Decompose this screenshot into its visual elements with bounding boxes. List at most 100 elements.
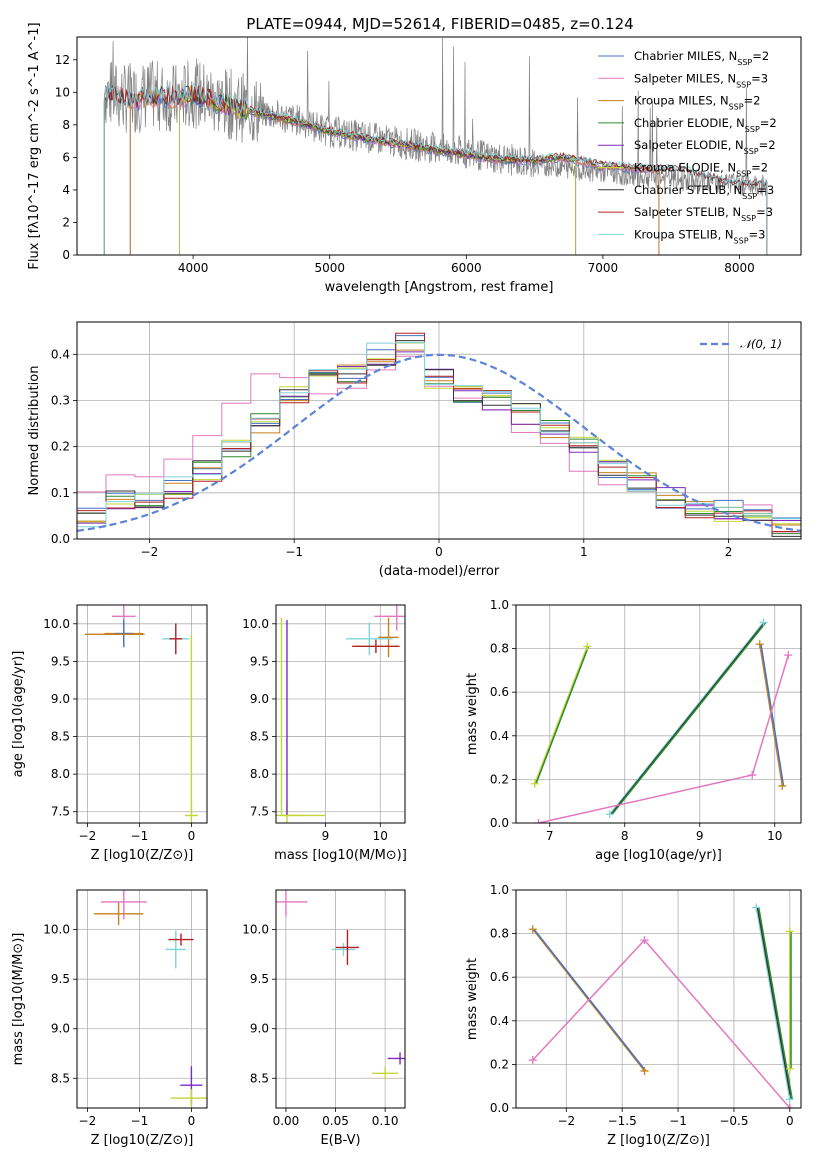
residuals-xlabel: (data-model)/error [379,564,500,579]
spectrum-xtick-label: 7000 [588,261,619,275]
residuals-xtick-label: 1 [580,545,588,559]
weight-line-kroupa-stelib [757,907,793,1100]
observed-spectrum-line [103,37,767,197]
weight-marker-kroupa-stelib [759,618,768,627]
weight-marker-kroupa-miles [640,1066,649,1075]
weight_vs_age-xtick-label: 10 [767,829,782,843]
mass_vs_Z-ylabel: mass [log10(M/M⊙)] [11,933,26,1066]
residuals-ytick-label: 0.0 [51,532,70,546]
residual-hist-kroupa-miles [77,349,801,526]
weight_vs_Z-panel: −2 −1.5 −1 −0.5 0 0.0 0.2 0.4 0.6 0.8 1.0 Z [log10(… [465,883,802,1148]
weight_vs_Z-plot-area [516,890,801,1108]
weight_vs_Z-frame [515,889,802,1109]
age_vs_mass-ytick-label: 7.5 [250,805,269,819]
age_vs_Z-plot-area [77,605,207,823]
legend-label-salpeter-elodie: Salpeter ELODIE, NSSP=2 [634,138,776,156]
age_vs_mass-xlabel: mass [log10(M/M⊙)] [274,848,407,863]
weight_vs_Z-xtick-label: −1 [669,1114,687,1128]
weight_vs_age-ytick-label: 0.8 [490,642,509,656]
legend-label-chabrier-elodie: Chabrier ELODIE, NSSP=2 [634,116,777,133]
spectrum-ytick-label: 6 [62,150,70,164]
spectrum-ytick-label: 2 [62,215,70,229]
weight-line-kroupa-miles [760,644,785,787]
mass_vs_ebv-xtick-label: 0.05 [322,1114,349,1128]
mass_vs_ebv-ytick-label: 10.0 [242,923,269,937]
spectrum-ylabel: Flux [fλ10^-17 erg cm^-2 s^-1 A^-1] [27,22,42,269]
weight-line-kroupa-elodie [534,646,589,785]
residuals-frame [76,321,802,540]
age_vs_mass-plot-area [276,605,405,823]
residuals-ytick-label: 0.1 [51,486,70,500]
weight-marker-kroupa-elodie [785,927,794,936]
residuals-ytick-label: 0.3 [51,393,70,407]
residuals-plot-area [77,322,801,539]
weight-marker-salpeter-miles [534,819,543,823]
legend-label-kroupa-elodie: Kroupa ELODIE, NSSP=2 [634,161,768,179]
weight_vs_Z-ytick-label: 0.0 [490,1101,509,1115]
age_vs_Z-ylabel: age [log10(age/yr)] [11,651,26,778]
residuals-ytick-label: 0.4 [51,347,70,361]
weight-marker-salpeter-miles [528,1056,537,1065]
weight-marker-kroupa-stelib [785,1095,794,1104]
mass_vs_ebv-xtick-label: 0.10 [372,1114,399,1128]
weight-line-salpeter-miles [532,938,791,1108]
weight-line-kroupa-stelib [609,621,765,815]
mass_vs_Z-xlabel: Z [log10(Z/Z⊙)] [91,1133,194,1148]
weight-line-kroupa-stelib [611,621,767,815]
weight_vs_age-ytick-label: 1.0 [490,598,509,612]
mass_vs_Z-xtick-label: −1 [131,1114,149,1128]
weight_vs_age-ytick-label: 0.6 [490,685,509,699]
age_vs_mass-ytick-label: 9.5 [250,654,269,668]
spectrum-xtick-label: 6000 [451,261,482,275]
age_vs_Z-ytick-label: 10.0 [43,617,70,631]
weight_vs_age-xtick-label: 9 [696,829,704,843]
weight-marker-kroupa-miles [755,640,764,649]
weight-marker-salpeter-miles [640,936,649,945]
mass_vs_ebv-panel: 0.00 0.05 0.10 8.5 9.0 9.5 10.0 E(B-V) [242,889,406,1148]
weight-marker-kroupa-stelib [752,903,761,912]
age_vs_Z-ytick-label: 8.5 [51,730,70,744]
weight-line-kroupa-stelib [756,907,792,1100]
mass_vs_ebv-xlabel: E(B-V) [320,1133,360,1148]
weight_vs_age-xlabel: age [log10(age/yr)] [595,848,722,863]
spectrum-xtick-label: 4000 [178,261,209,275]
residuals-panel: −2 −1 0 1 2 0.0 0.1 0.2 0.3 0.4 (data-model)/error… [27,321,802,579]
mass_vs_Z-xtick-label: −2 [79,1114,97,1128]
weight_vs_age-ytick-label: 0.4 [490,729,509,743]
weight-marker-kroupa-miles [778,781,787,790]
model-spectrum-salpeter-stelib [103,85,768,255]
age_vs_Z-ytick-label: 9.5 [51,654,70,668]
age_vs_Z-xtick-label: −2 [79,829,97,843]
age_vs_mass-frame [275,604,406,824]
weight_vs_Z-ytick-label: 0.8 [490,927,509,941]
age_vs_Z-frame [76,604,208,824]
age_vs_Z-xtick-label: −1 [131,829,149,843]
spectrum-plot-area [103,37,768,255]
mass_vs_ebv-ytick-label: 9.5 [250,972,269,986]
residuals-xtick-label: −1 [285,545,303,559]
spectrum-ytick-label: 4 [62,183,70,197]
weight-marker-salpeter-miles [785,1104,794,1108]
residuals-ylabel: Normed distribution [27,366,42,496]
weight_vs_Z-ytick-label: 0.6 [490,970,509,984]
weight_vs_Z-ytick-label: 0.4 [490,1014,509,1028]
age_vs_Z-ytick-label: 9.0 [51,692,70,706]
weight-marker-salpeter-miles [784,651,793,660]
legend-label-chabrier-stelib: Chabrier STELIB, NSSP=3 [634,183,774,201]
spectrum-ytick-label: 0 [62,248,70,262]
age_vs_mass-ytick-label: 8.5 [250,730,269,744]
legend-label-kroupa-stelib: Kroupa STELIB, NSSP=3 [634,227,765,245]
age_vs_Z-xtick-label: 0 [188,829,196,843]
mass_vs_Z-ytick-label: 8.5 [51,1071,70,1085]
mass_vs_ebv-ytick-label: 8.5 [250,1071,269,1085]
mass_vs_Z-plot-area [77,890,207,1108]
weight_vs_age-frame [515,604,802,824]
spectrum-frame [76,36,802,256]
weight_vs_age-ytick-label: 0.2 [490,772,509,786]
age_vs_Z-xlabel: Z [log10(Z/Z⊙)] [91,848,194,863]
weight_vs_Z-ytick-label: 0.2 [490,1057,509,1071]
mass_vs_Z-ytick-label: 9.0 [51,1022,70,1036]
mass_vs_Z-ytick-label: 10.0 [43,923,70,937]
gaussian-reference-curve [77,353,801,532]
